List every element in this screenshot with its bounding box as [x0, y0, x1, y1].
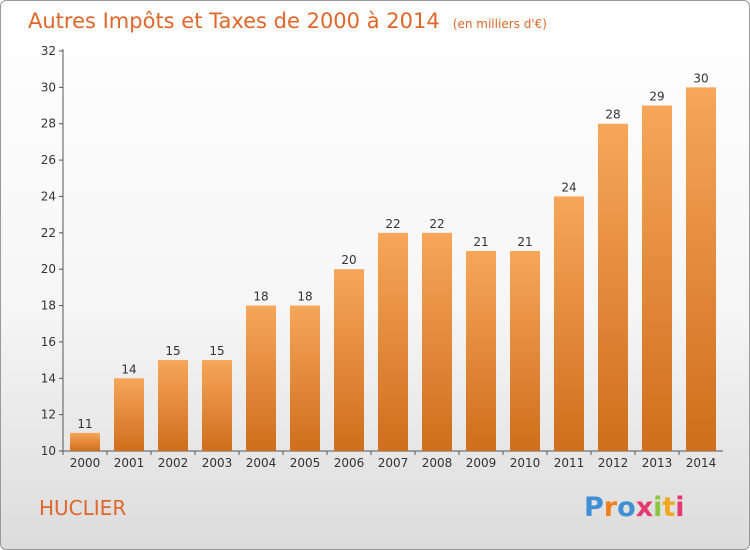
- y-axis: 10 12 14 16 18 20 22 24 26 28 30 32: [41, 44, 64, 458]
- bar-2014: [686, 87, 716, 451]
- bar-2008: [422, 232, 452, 451]
- bar-2000: [70, 432, 100, 451]
- x-tick-label: 2009: [466, 456, 497, 470]
- bars: 11 14 15 15 18 18 20 22 22 21 21 24 28 29 30: [70, 71, 716, 452]
- bar-2002: [158, 360, 188, 451]
- value-label: 21: [517, 235, 532, 249]
- value-label: 22: [429, 217, 444, 231]
- x-tick-label: 2003: [202, 456, 233, 470]
- x-tick-label: 2004: [246, 456, 277, 470]
- value-label: 15: [165, 344, 180, 358]
- value-label: 11: [77, 417, 92, 431]
- value-label: 24: [561, 180, 576, 194]
- chart-subtitle: (en milliers d'€): [453, 17, 547, 31]
- chart-title: Autres Impôts et Taxes de 2000 à 2014 (e…: [28, 9, 547, 33]
- bar-2009: [466, 251, 496, 451]
- bar-2006: [334, 269, 364, 451]
- y-tick-label: 30: [41, 80, 56, 94]
- x-tick-label: 2007: [378, 456, 409, 470]
- y-tick-label: 18: [41, 299, 56, 313]
- value-label: 28: [605, 108, 620, 122]
- bar-2001: [114, 378, 144, 451]
- bar-2004: [246, 305, 276, 451]
- bar-2010: [510, 251, 540, 451]
- proxiti-logo: Proxiti: [584, 492, 685, 523]
- x-tick-label: 2014: [686, 456, 717, 470]
- y-tick-label: 14: [41, 371, 56, 385]
- y-tick-label: 32: [41, 44, 56, 58]
- value-label: 21: [473, 235, 488, 249]
- x-tick-label: 2008: [422, 456, 453, 470]
- bar-2012: [598, 123, 628, 452]
- x-tick-label: 2010: [510, 456, 541, 470]
- y-tick-label: 12: [41, 408, 56, 422]
- x-tick-label: 2012: [598, 456, 629, 470]
- x-axis: 2000 2001 2002 2003 2004 2005 2006 2007 2008 2009…: [62, 450, 723, 470]
- x-tick-label: 2002: [158, 456, 189, 470]
- y-tick-label: 10: [41, 444, 56, 458]
- value-label: 15: [209, 344, 224, 358]
- value-label: 18: [253, 290, 268, 304]
- bar-2007: [378, 232, 408, 451]
- y-tick-label: 28: [41, 117, 56, 131]
- y-tick-label: 24: [41, 189, 56, 203]
- bar-2005: [290, 305, 320, 451]
- y-tick-label: 16: [41, 335, 56, 349]
- commune-name: HUCLIER: [39, 496, 126, 520]
- value-label: 22: [385, 217, 400, 231]
- value-label: 30: [693, 71, 708, 85]
- chart-title-main: Autres Impôts et Taxes de 2000 à 2014: [28, 9, 440, 33]
- x-tick-label: 2000: [70, 456, 101, 470]
- bar-2013: [642, 105, 672, 451]
- value-label: 29: [649, 90, 664, 104]
- y-tick-label: 20: [41, 262, 56, 276]
- value-label: 14: [121, 362, 136, 376]
- x-tick-label: 2011: [554, 456, 585, 470]
- x-tick-label: 2006: [334, 456, 365, 470]
- x-tick-label: 2001: [114, 456, 145, 470]
- y-tick-label: 22: [41, 226, 56, 240]
- value-label: 18: [297, 290, 312, 304]
- x-tick-label: 2013: [642, 456, 673, 470]
- bar-2003: [202, 360, 232, 451]
- x-tick-label: 2005: [290, 456, 321, 470]
- value-label: 20: [341, 253, 356, 267]
- bar-2011: [554, 196, 584, 451]
- y-tick-label: 26: [41, 153, 56, 167]
